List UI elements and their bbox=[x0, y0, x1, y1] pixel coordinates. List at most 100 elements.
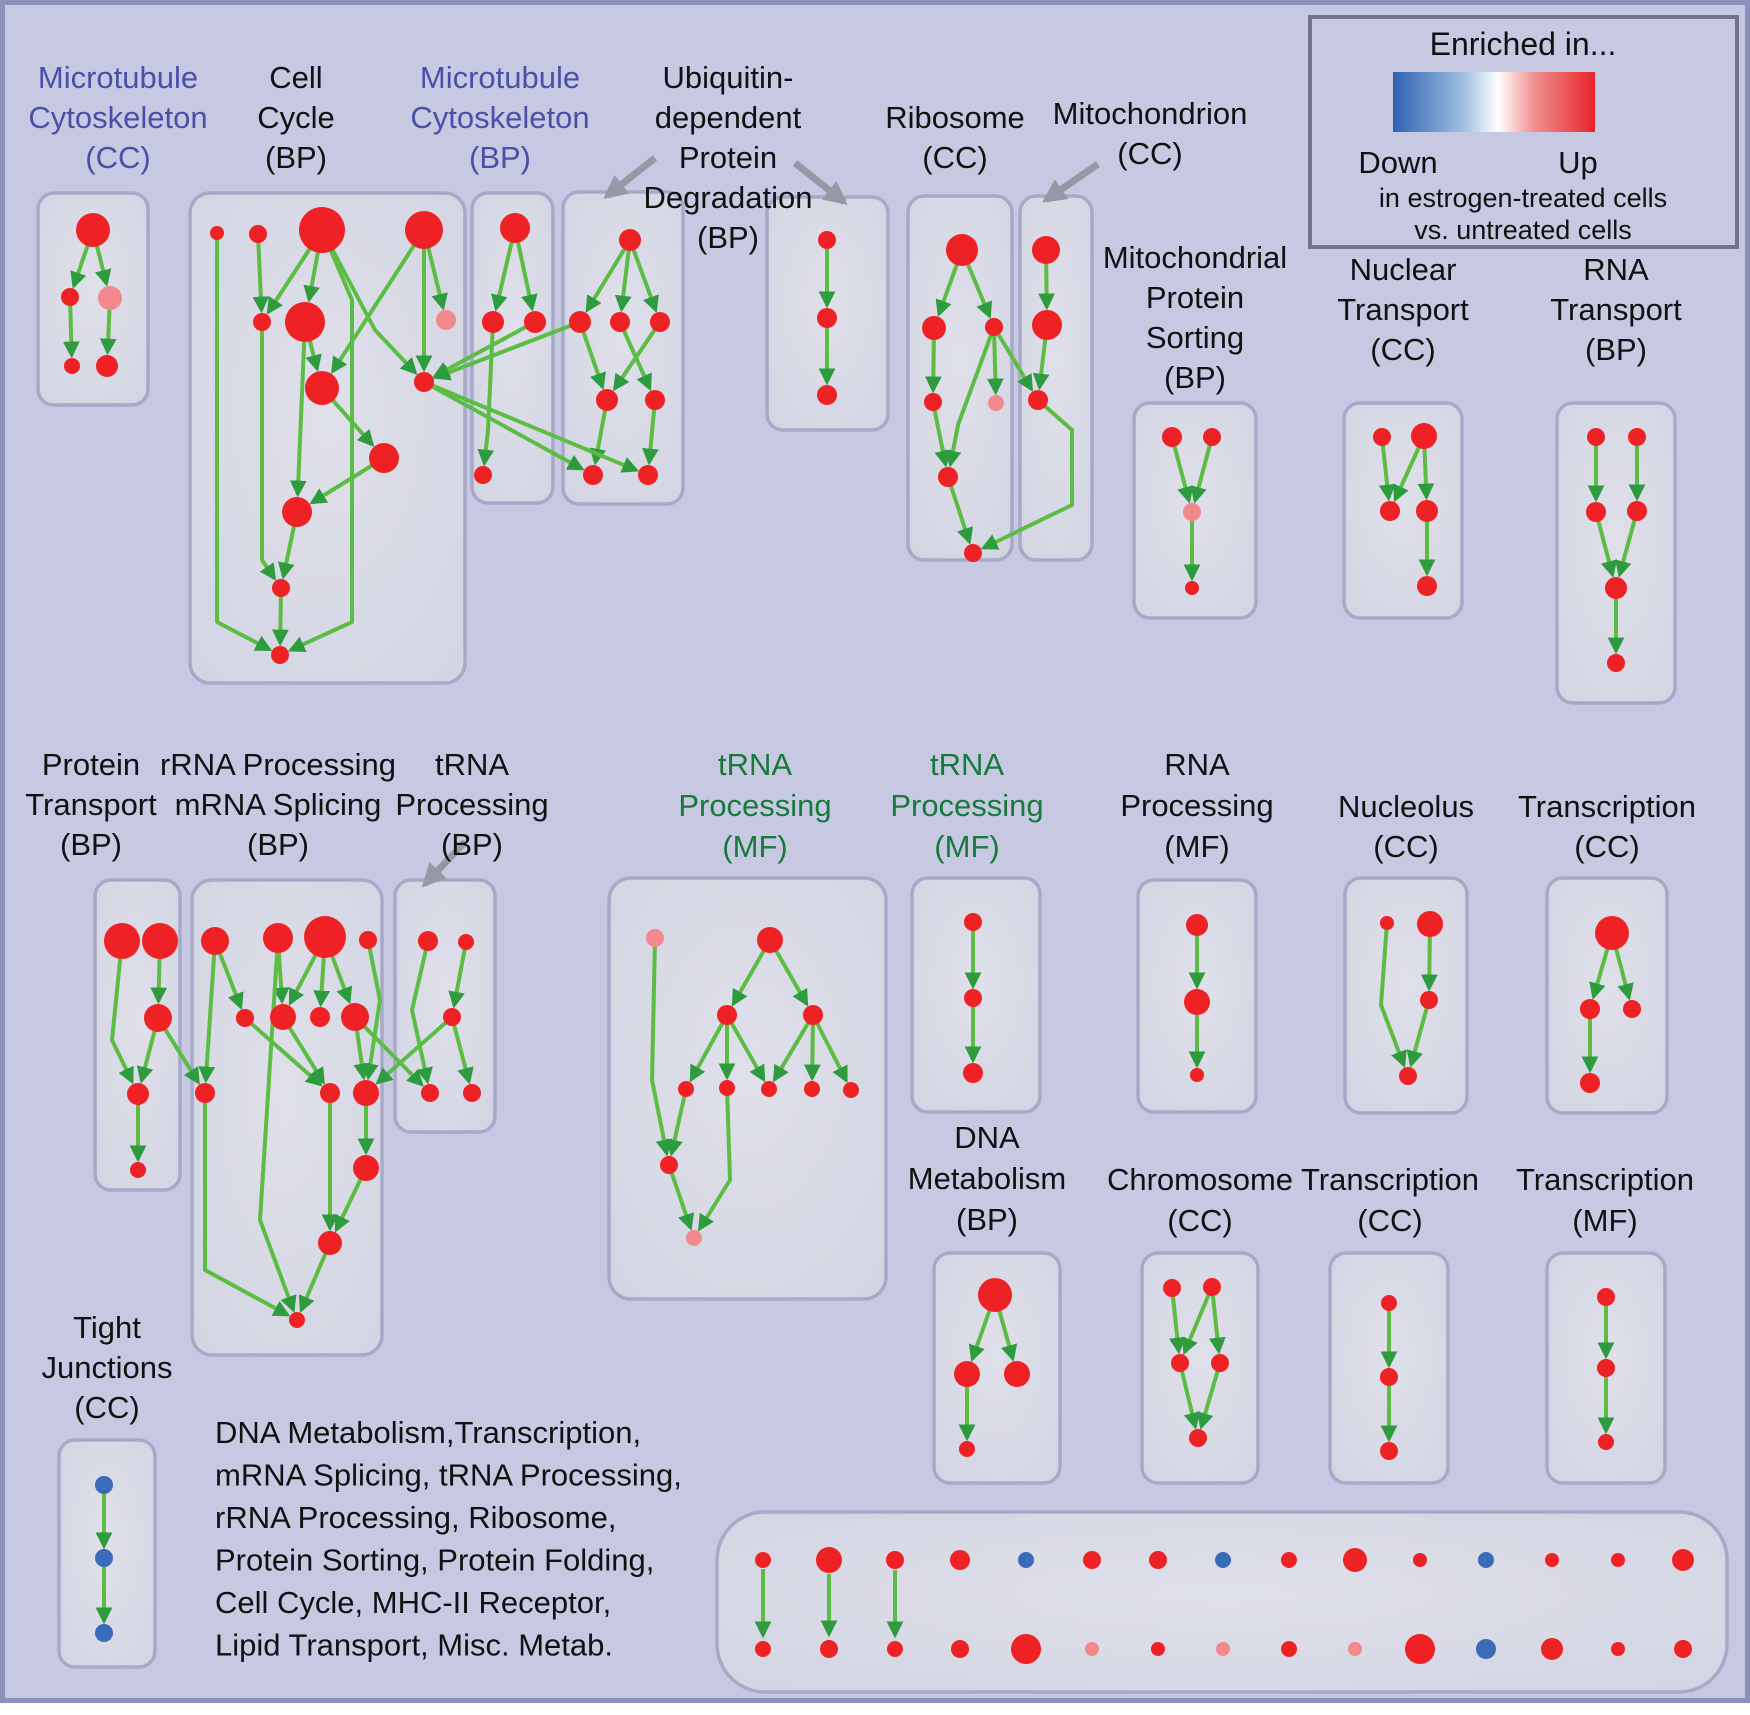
edge-in-x1-x2 bbox=[1589, 942, 1612, 1000]
go-term-node-g3 bbox=[717, 1005, 737, 1025]
cluster-box-nuclear-transport-cc bbox=[1342, 401, 1464, 620]
edge-in-cc12-cc13 bbox=[271, 593, 289, 647]
cluster-label-mito-protein-sorting-bp-line3: (BP) bbox=[1164, 360, 1226, 395]
go-term-node-t4 bbox=[1627, 501, 1647, 521]
cluster-label-trna-mf-large-line2: (MF) bbox=[722, 829, 787, 864]
go-term-node-mt3 bbox=[1028, 390, 1048, 410]
go-term-node-g10 bbox=[660, 1156, 678, 1174]
edge-in-r3-r5 bbox=[986, 332, 1004, 396]
edge-in-u6-u8 bbox=[642, 405, 659, 466]
edge-in-mt1-mt2 bbox=[1038, 258, 1055, 311]
edge-in-q1-q5 bbox=[216, 948, 244, 1010]
edge-in-cc6-cc11 bbox=[289, 333, 307, 498]
go-term-node-cc10 bbox=[369, 443, 399, 473]
edge-in-c2-c3 bbox=[1182, 1291, 1212, 1356]
edge-in-a2-a4 bbox=[62, 302, 80, 359]
edge-in-q3-q7 bbox=[313, 949, 331, 1008]
go-term-node-misc-bottom-3 bbox=[951, 1640, 969, 1658]
edge-cross-mt3-r7 bbox=[980, 402, 1074, 550]
edge-in-q12-q13 bbox=[334, 1174, 365, 1233]
edge-in-g6-g11 bbox=[698, 1092, 732, 1232]
edge-in-o2-o3 bbox=[1420, 931, 1438, 992]
go-term-node-misc-top-2 bbox=[886, 1551, 904, 1569]
edge-in-g10-g11 bbox=[668, 1169, 695, 1231]
go-term-node-g11 bbox=[686, 1230, 702, 1246]
go-term-node-o4 bbox=[1399, 1067, 1417, 1085]
edge-in-d1-d2 bbox=[968, 1303, 994, 1363]
cluster-label-microtubule-cc-line0: Microtubule bbox=[38, 60, 198, 95]
cluster-label-ubiquitin-bp-line0: Ubiquitin- bbox=[663, 60, 794, 95]
edge-in-q2-q6 bbox=[272, 946, 290, 1005]
edge-in-g2-g4 bbox=[772, 945, 809, 1007]
edge-in-cc4-cc7 bbox=[424, 240, 448, 311]
cluster-box-nucleolus-cc bbox=[1343, 876, 1469, 1115]
legend-up-label: Up bbox=[1558, 145, 1598, 180]
cluster-label-mitochondrion-cc-line1: (CC) bbox=[1117, 136, 1182, 171]
edge-in-a3-a5 bbox=[99, 305, 117, 356]
go-term-node-u4 bbox=[650, 312, 670, 332]
go-term-node-q8 bbox=[341, 1003, 369, 1031]
go-term-node-q14 bbox=[289, 1312, 305, 1328]
go-term-node-w5 bbox=[463, 1084, 481, 1102]
edge-in-c1-c3 bbox=[1168, 1293, 1186, 1355]
go-term-node-m2 bbox=[482, 311, 504, 333]
cluster-label-rrna-mrna-bp-line2: (BP) bbox=[247, 827, 309, 862]
edge-in-o1-o4 bbox=[1379, 927, 1407, 1068]
edge-in-q5-q10 bbox=[247, 1020, 323, 1087]
go-term-node-r1 bbox=[946, 234, 978, 266]
go-term-node-z1 bbox=[1597, 1288, 1615, 1306]
edge-in-w2-w3 bbox=[448, 946, 468, 1009]
cluster-label-nuclear-transport-cc-line1: Transport bbox=[1337, 292, 1469, 327]
edge-in-cc3-cc13 bbox=[287, 241, 354, 653]
edge-in-x1-x3 bbox=[1612, 942, 1634, 1001]
go-term-node-w1 bbox=[418, 931, 438, 951]
go-term-node-z2 bbox=[1597, 1359, 1615, 1377]
cluster-label-microtubule-cc-line1: Cytoskeleton bbox=[28, 100, 207, 135]
go-term-node-n5 bbox=[1417, 576, 1437, 596]
go-term-node-misc-top-14 bbox=[1672, 1549, 1694, 1571]
cluster-label-microtubule-bp-line0: Microtubule bbox=[420, 60, 580, 95]
go-term-node-misc-top-9 bbox=[1343, 1548, 1367, 1572]
edge-in-g4-g7 bbox=[772, 1019, 812, 1083]
cluster-label-transcription-cc-upper-line1: (CC) bbox=[1574, 829, 1639, 864]
edge-in-g3-g7 bbox=[728, 1019, 766, 1083]
go-term-node-m4 bbox=[474, 466, 492, 484]
cluster-label-protein-transport-bp-line1: Transport bbox=[25, 787, 157, 822]
go-term-node-s1 bbox=[1162, 427, 1182, 447]
go-term-node-cc13 bbox=[271, 646, 289, 664]
cluster-label-ribosome-cc-line1: (CC) bbox=[922, 140, 987, 175]
misc-clusters-text-line5: Lipid Transport, Misc. Metab. bbox=[215, 1628, 613, 1663]
go-term-node-u8 bbox=[638, 465, 658, 485]
edge-in-n2-n4 bbox=[1417, 443, 1435, 501]
go-term-node-c5 bbox=[1189, 1429, 1207, 1447]
go-term-node-misc-bottom-0 bbox=[755, 1641, 771, 1657]
go-term-node-z3 bbox=[1598, 1434, 1614, 1450]
edge-in-q3-q6 bbox=[288, 947, 321, 1006]
edge-in-u1-u2 bbox=[585, 244, 629, 313]
go-term-node-h2 bbox=[964, 989, 982, 1007]
go-term-node-misc-top-1 bbox=[816, 1547, 842, 1573]
go-term-node-o2 bbox=[1417, 911, 1443, 937]
go-term-node-u5 bbox=[596, 389, 618, 411]
go-term-node-misc-bottom-11 bbox=[1476, 1639, 1496, 1659]
cluster-label-mito-protein-sorting-bp-line1: Protein bbox=[1146, 280, 1244, 315]
edge-cross-u2-cc9 bbox=[432, 322, 575, 381]
edge-in-r1-r3 bbox=[963, 258, 992, 320]
misc-clusters-text-line3: Protein Sorting, Protein Folding, bbox=[215, 1543, 654, 1578]
misc-clusters-text-line4: Cell Cycle, MHC-II Receptor, bbox=[215, 1585, 611, 1620]
cluster-label-trna-mf-large-line1: Processing bbox=[678, 788, 831, 823]
go-term-node-q7 bbox=[310, 1007, 330, 1027]
edge-cross-w3-q11 bbox=[375, 1019, 450, 1085]
edge-in-r6-r7 bbox=[947, 482, 974, 545]
cluster-label-mito-protein-sorting-bp-line2: Sorting bbox=[1146, 320, 1244, 355]
arrow-to-ubiquitin-box2-icon bbox=[792, 160, 848, 205]
cluster-label-ubiquitin-bp-line2: Protein bbox=[679, 140, 777, 175]
edge-in-q13-q14 bbox=[298, 1248, 330, 1313]
go-term-node-misc-bottom-4 bbox=[1011, 1634, 1041, 1664]
cluster-label-protein-transport-bp-line2: (BP) bbox=[60, 827, 122, 862]
go-term-node-u7 bbox=[583, 465, 603, 485]
cluster-label-rna-transport-bp-line2: (BP) bbox=[1585, 332, 1647, 367]
cluster-label-nucleolus-cc-line1: (CC) bbox=[1373, 829, 1438, 864]
go-term-node-y2 bbox=[1380, 1368, 1398, 1386]
edge-in-n2-n3 bbox=[1393, 442, 1423, 503]
